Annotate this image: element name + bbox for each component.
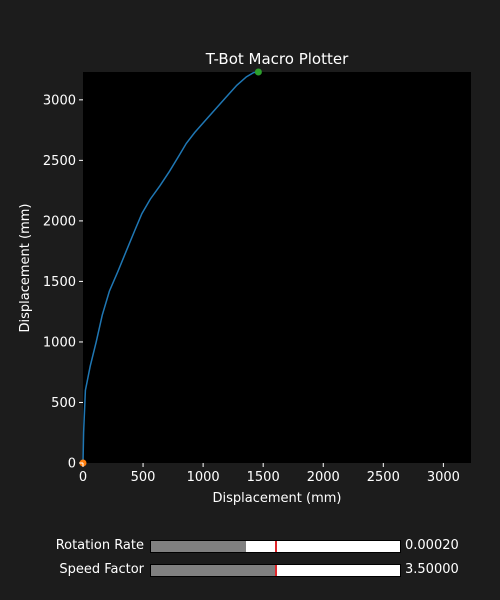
- x-tick-label: 3000: [427, 470, 460, 485]
- y-tick-label: 2000: [43, 214, 76, 229]
- y-tick-label: 3000: [43, 93, 76, 108]
- y-tick-label: 0: [68, 457, 76, 472]
- line-chart: 0 500 1000 1500 2000 2500 3000 0 500 1000 1500 200…: [18, 50, 471, 506]
- chart-title: T-Bot Macro Plotter: [205, 50, 349, 68]
- x-tick-label: 500: [131, 470, 156, 485]
- plot-area: [83, 72, 471, 463]
- speed-factor-initial-marker: [274, 565, 277, 576]
- y-axis-label: Displacement (mm): [18, 204, 33, 333]
- end-point-marker: [254, 68, 262, 76]
- x-tick-label: 1000: [187, 470, 220, 485]
- speed-factor-slider[interactable]: [150, 564, 401, 577]
- x-tick-label: 0: [79, 470, 87, 485]
- x-tick-label: 2500: [367, 470, 400, 485]
- series-line-0: [82, 71, 259, 464]
- y-tick-label: 2500: [43, 154, 76, 169]
- x-axis-label: Displacement (mm): [213, 491, 342, 506]
- rotation-rate-slider-row: Rotation Rate 0.00020: [0, 538, 500, 555]
- y-tick-label: 1500: [43, 275, 76, 290]
- rotation-rate-slider[interactable]: [150, 540, 401, 553]
- rotation-rate-label: Rotation Rate: [55, 538, 144, 553]
- x-tick-label: 2000: [307, 470, 340, 485]
- rotation-rate-value: 0.00020: [405, 538, 459, 553]
- rotation-rate-slider-fill: [151, 541, 246, 552]
- speed-factor-slider-row: Speed Factor 3.50000: [0, 562, 500, 579]
- rotation-rate-initial-marker: [274, 541, 277, 552]
- x-tick-label: 1500: [247, 470, 280, 485]
- speed-factor-value: 3.50000: [405, 562, 459, 577]
- y-tick-label: 500: [51, 396, 76, 411]
- speed-factor-slider-fill: [151, 565, 276, 576]
- speed-factor-label: Speed Factor: [59, 562, 144, 577]
- y-tick-label: 1000: [43, 335, 76, 350]
